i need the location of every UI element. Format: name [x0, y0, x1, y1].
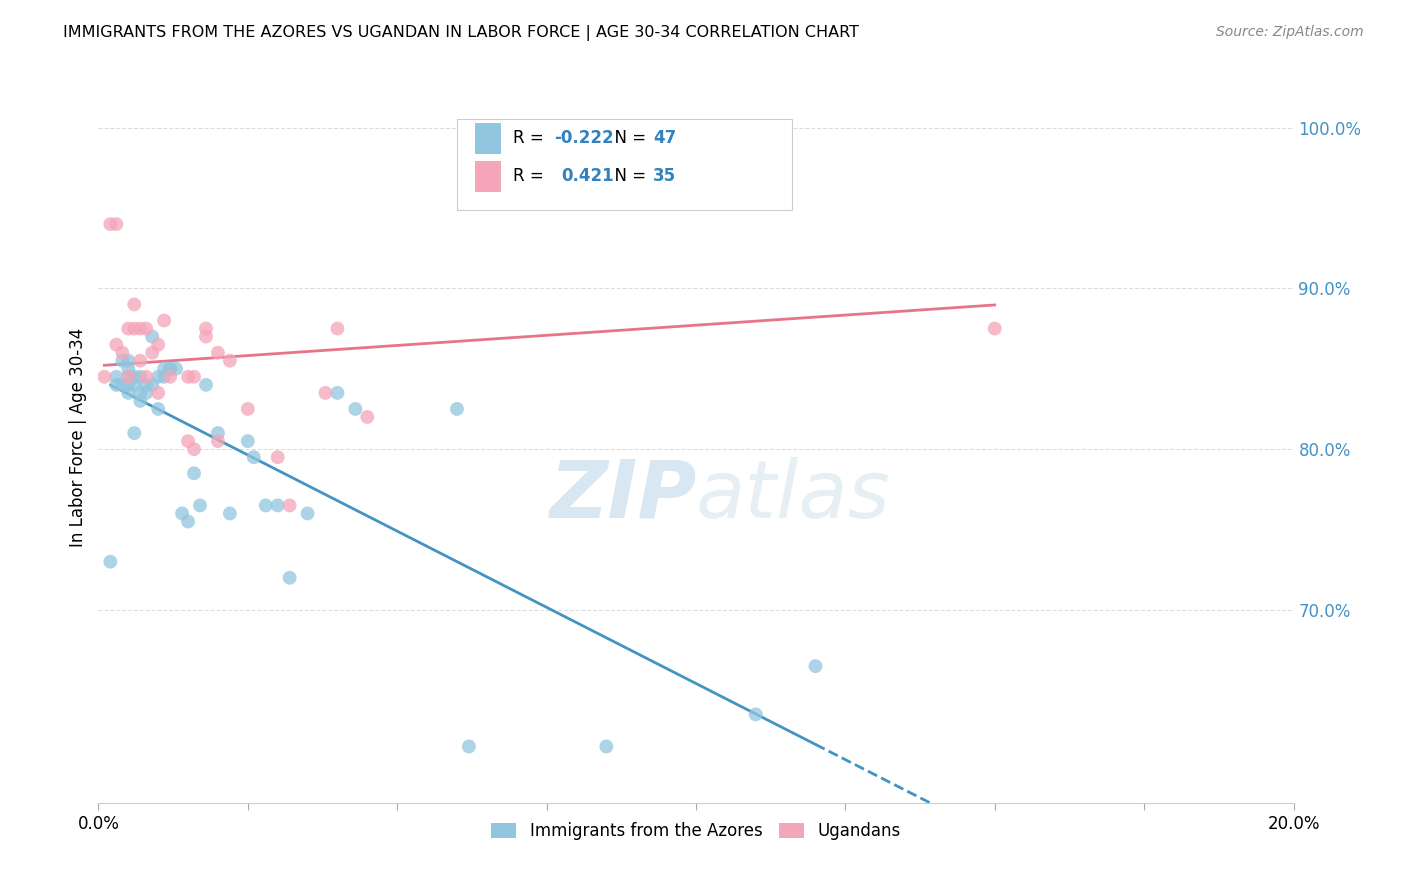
Point [595, 739, 617, 754]
Point [129, 353, 152, 368]
Point [159, 361, 181, 376]
Point [195, 377, 218, 392]
Text: N =: N = [605, 167, 651, 186]
Point [326, 385, 349, 400]
Point [344, 401, 367, 416]
Point [117, 321, 139, 335]
Point [278, 499, 301, 513]
Point [117, 385, 139, 400]
Point [148, 385, 170, 400]
Point [804, 659, 827, 673]
Point [105, 377, 128, 392]
Point [105, 369, 128, 384]
Point [207, 434, 229, 449]
Bar [475, 161, 501, 192]
Point [172, 507, 194, 521]
Point [159, 361, 181, 376]
Point [148, 337, 170, 351]
Point [236, 434, 259, 449]
Point [117, 369, 139, 384]
Point [129, 393, 152, 408]
Point [267, 499, 290, 513]
Point [159, 369, 181, 384]
Point [129, 385, 152, 400]
Point [98, 555, 122, 569]
Point [117, 361, 139, 376]
Point [124, 297, 146, 311]
Point [183, 369, 205, 384]
Point [111, 377, 134, 392]
Point [124, 369, 146, 384]
Point [141, 377, 163, 392]
Point [188, 499, 211, 513]
Text: R =: R = [513, 129, 550, 147]
Point [183, 442, 205, 457]
Text: 47: 47 [652, 129, 676, 147]
Point [254, 499, 277, 513]
Point [195, 329, 218, 343]
Point [129, 321, 152, 335]
Text: -0.222: -0.222 [554, 129, 613, 147]
Point [219, 353, 242, 368]
Point [267, 450, 290, 465]
Text: 35: 35 [652, 167, 676, 186]
Point [117, 369, 139, 384]
Point [117, 377, 139, 392]
Point [446, 401, 468, 416]
Point [93, 369, 115, 384]
Point [124, 377, 146, 392]
Point [153, 313, 176, 327]
Point [278, 571, 301, 585]
Point [148, 369, 170, 384]
Point [135, 369, 157, 384]
Y-axis label: In Labor Force | Age 30-34: In Labor Force | Age 30-34 [69, 327, 87, 547]
Point [195, 321, 218, 335]
Point [135, 321, 157, 335]
Point [745, 145, 768, 159]
Text: Source: ZipAtlas.com: Source: ZipAtlas.com [1216, 25, 1364, 39]
Point [141, 345, 163, 359]
Point [111, 353, 134, 368]
Point [177, 369, 200, 384]
Point [153, 361, 176, 376]
Point [183, 467, 205, 481]
Point [153, 369, 176, 384]
Point [243, 450, 266, 465]
Point [297, 507, 319, 521]
Point [165, 361, 187, 376]
Legend: Immigrants from the Azores, Ugandans: Immigrants from the Azores, Ugandans [485, 816, 907, 847]
Point [124, 321, 146, 335]
Point [326, 321, 349, 335]
Point [315, 385, 337, 400]
Point [129, 369, 152, 384]
Text: IMMIGRANTS FROM THE AZORES VS UGANDAN IN LABOR FORCE | AGE 30-34 CORRELATION CHA: IMMIGRANTS FROM THE AZORES VS UGANDAN IN… [63, 25, 859, 41]
Point [458, 739, 481, 754]
Point [219, 507, 242, 521]
Point [98, 217, 122, 231]
Point [135, 377, 157, 392]
Point [745, 707, 768, 722]
Point [207, 345, 229, 359]
Text: N =: N = [605, 129, 651, 147]
Text: atlas: atlas [696, 457, 891, 534]
Text: R =: R = [513, 167, 554, 186]
Point [177, 515, 200, 529]
Point [148, 401, 170, 416]
Point [124, 425, 146, 440]
Text: 0.421: 0.421 [561, 167, 613, 186]
Point [177, 434, 200, 449]
Point [111, 345, 134, 359]
Point [236, 401, 259, 416]
Text: ZIP: ZIP [548, 457, 696, 534]
FancyBboxPatch shape [457, 119, 792, 211]
Bar [475, 123, 501, 153]
Point [105, 337, 128, 351]
Point [356, 409, 378, 424]
Point [135, 385, 157, 400]
Point [207, 425, 229, 440]
Point [141, 329, 163, 343]
Point [984, 321, 1007, 335]
Point [105, 217, 128, 231]
Point [117, 353, 139, 368]
